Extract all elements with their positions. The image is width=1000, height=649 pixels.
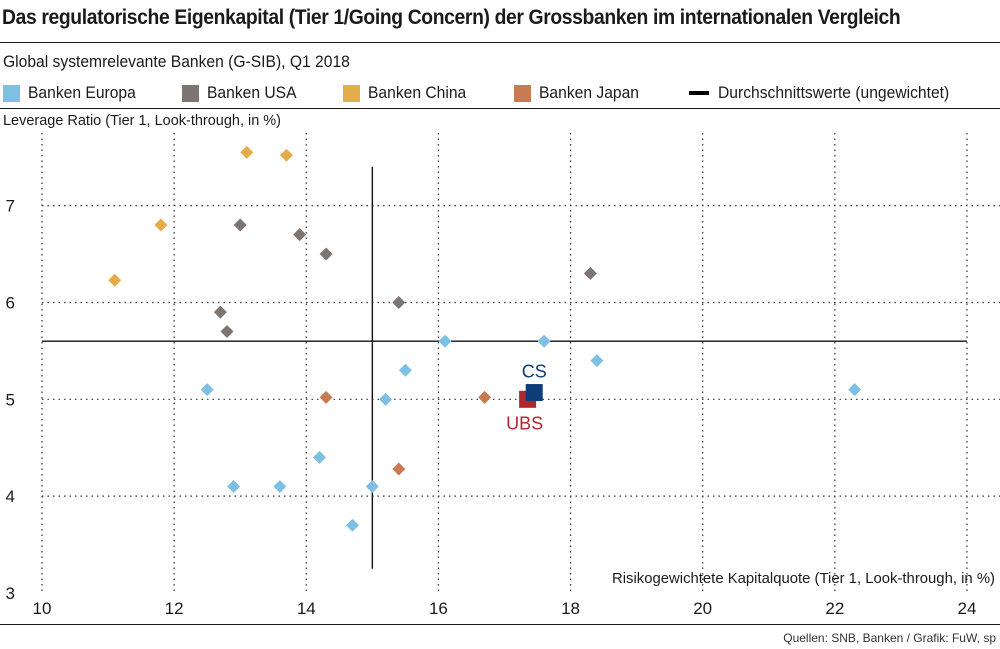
x-tick-label: 22	[825, 599, 844, 618]
legend-rule	[0, 108, 1000, 109]
x-axis-label: Risikogewichtete Kapitalquote (Tier 1, L…	[612, 571, 995, 587]
legend-label-average: Durchschnittswerte (ungewichtet)	[718, 83, 950, 102]
x-tick-label: 24	[958, 599, 977, 618]
point-banken-japan	[392, 462, 406, 476]
point-banken-china	[108, 273, 122, 287]
point-banken-europa	[537, 334, 551, 348]
point-banken-europa	[227, 479, 241, 493]
point-banken-japan	[478, 390, 492, 404]
point-banken-europa	[379, 392, 393, 406]
legend: Banken Europa Banken USA Banken China Ba…	[0, 80, 1000, 108]
legend-swatch-china	[343, 84, 360, 102]
x-tick-label: 12	[165, 599, 184, 618]
chart-title: Das regulatorische Eigenkapital (Tier 1/…	[2, 6, 901, 29]
x-tick-label: 16	[429, 599, 448, 618]
data-points	[108, 145, 862, 532]
legend-item-japan: Banken Japan	[514, 83, 648, 103]
legend-item-europa: Banken Europa	[3, 83, 145, 103]
point-banken-europa	[438, 334, 452, 348]
point-banken-europa	[312, 450, 326, 464]
y-tick-label: 3	[6, 584, 15, 603]
point-banken-europa	[848, 383, 862, 397]
marker-cs	[525, 384, 543, 402]
title-rule	[0, 42, 1000, 43]
legend-label-usa: Banken USA	[207, 83, 297, 102]
x-tick-label: 18	[561, 599, 580, 618]
label-cs: CS	[522, 362, 547, 382]
point-banken-europa	[365, 479, 379, 493]
point-banken-europa	[398, 363, 412, 377]
legend-swatch-usa	[182, 84, 199, 102]
point-banken-usa	[220, 325, 234, 339]
point-banken-europa	[200, 383, 214, 397]
y-tick-label: 5	[6, 390, 15, 409]
legend-item-china: Banken China	[343, 83, 475, 103]
y-tick-label: 4	[6, 487, 15, 506]
point-banken-china	[240, 145, 254, 159]
average-lines	[42, 166, 967, 569]
y-tick-label: 6	[6, 293, 15, 312]
point-banken-china	[279, 148, 293, 162]
highlighted-banks: UBS CS	[506, 362, 547, 434]
legend-swatch-europa	[3, 84, 20, 102]
legend-swatch-japan	[514, 84, 531, 102]
scatter-chart: 10 12 14 16 18 20 22 24 3 4 5 6 7 Leverage Ratio (Tie…	[3, 113, 1000, 618]
x-tick-label: 14	[297, 599, 316, 618]
legend-label-europa: Banken Europa	[28, 83, 136, 102]
point-banken-europa	[590, 354, 604, 368]
legend-label-china: Banken China	[368, 83, 467, 102]
legend-swatch-average	[689, 91, 709, 95]
x-tick-label: 10	[33, 599, 52, 618]
point-banken-usa	[583, 266, 597, 280]
legend-label-japan: Banken Japan	[539, 83, 640, 102]
point-banken-usa	[233, 218, 247, 232]
point-banken-japan	[319, 390, 333, 404]
legend-item-average: Durchschnittswerte (ungewichtet)	[689, 83, 969, 103]
point-banken-europa	[346, 518, 360, 532]
y-tick-label: 7	[6, 197, 15, 216]
point-banken-china	[154, 218, 168, 232]
footer-rule	[0, 624, 1000, 625]
y-axis-label: Leverage Ratio (Tier 1, Look-through, in…	[3, 113, 281, 129]
axes: 10 12 14 16 18 20 22 24 3 4 5 6 7 Leverage Ratio (Tie…	[3, 113, 995, 618]
x-tick-label: 20	[693, 599, 712, 618]
point-banken-usa	[293, 228, 307, 242]
chart-subtitle: Global systemrelevante Banken (G-SIB), Q…	[3, 52, 350, 71]
point-banken-usa	[319, 247, 333, 261]
label-ubs: UBS	[506, 413, 543, 433]
legend-item-usa: Banken USA	[182, 83, 304, 103]
point-banken-europa	[273, 479, 287, 493]
point-banken-usa	[392, 295, 406, 309]
source-note: Quellen: SNB, Banken / Grafik: FuW, sp	[783, 631, 996, 645]
point-banken-usa	[213, 305, 227, 319]
